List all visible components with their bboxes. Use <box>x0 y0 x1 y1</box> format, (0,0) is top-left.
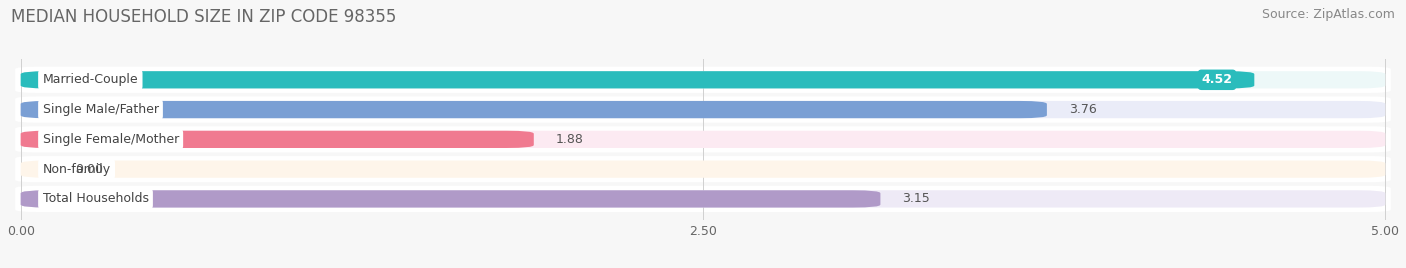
FancyBboxPatch shape <box>21 190 880 207</box>
FancyBboxPatch shape <box>15 186 1391 212</box>
Text: 3.15: 3.15 <box>903 192 929 205</box>
FancyBboxPatch shape <box>21 190 1385 207</box>
Text: Total Households: Total Households <box>42 192 149 205</box>
Text: 1.88: 1.88 <box>555 133 583 146</box>
FancyBboxPatch shape <box>15 96 1391 123</box>
Text: 3.76: 3.76 <box>1069 103 1097 116</box>
FancyBboxPatch shape <box>15 67 1391 93</box>
FancyBboxPatch shape <box>21 161 1385 178</box>
FancyBboxPatch shape <box>21 131 1385 148</box>
FancyBboxPatch shape <box>15 126 1391 152</box>
FancyBboxPatch shape <box>21 71 1385 88</box>
FancyBboxPatch shape <box>21 101 1385 118</box>
Text: Single Female/Mother: Single Female/Mother <box>42 133 179 146</box>
FancyBboxPatch shape <box>15 156 1391 182</box>
FancyBboxPatch shape <box>21 131 534 148</box>
Text: MEDIAN HOUSEHOLD SIZE IN ZIP CODE 98355: MEDIAN HOUSEHOLD SIZE IN ZIP CODE 98355 <box>11 8 396 26</box>
FancyBboxPatch shape <box>21 71 1254 88</box>
Text: Married-Couple: Married-Couple <box>42 73 138 86</box>
Text: Source: ZipAtlas.com: Source: ZipAtlas.com <box>1261 8 1395 21</box>
Text: 4.52: 4.52 <box>1202 73 1233 86</box>
Text: 0.00: 0.00 <box>76 163 103 176</box>
Text: Single Male/Father: Single Male/Father <box>42 103 159 116</box>
Text: Non-family: Non-family <box>42 163 111 176</box>
FancyBboxPatch shape <box>21 101 1047 118</box>
